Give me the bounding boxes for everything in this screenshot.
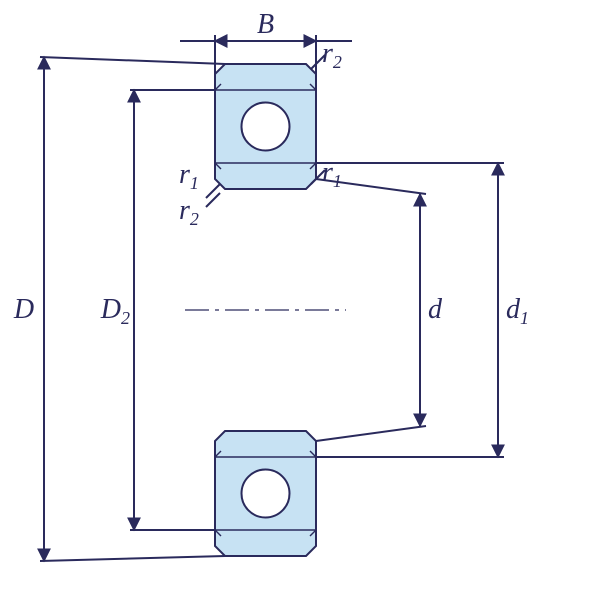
label-B: B bbox=[257, 9, 274, 40]
label-d1: d1 bbox=[506, 294, 529, 328]
label-r1-bl: r1 bbox=[179, 159, 199, 193]
ball bbox=[242, 470, 290, 518]
ball bbox=[242, 103, 290, 151]
label-D2: D2 bbox=[100, 294, 130, 328]
label-r2-bl: r2 bbox=[179, 195, 199, 229]
label-d: d bbox=[428, 294, 443, 325]
label-r2-tr: r2 bbox=[322, 38, 342, 72]
label-D: D bbox=[13, 294, 34, 325]
